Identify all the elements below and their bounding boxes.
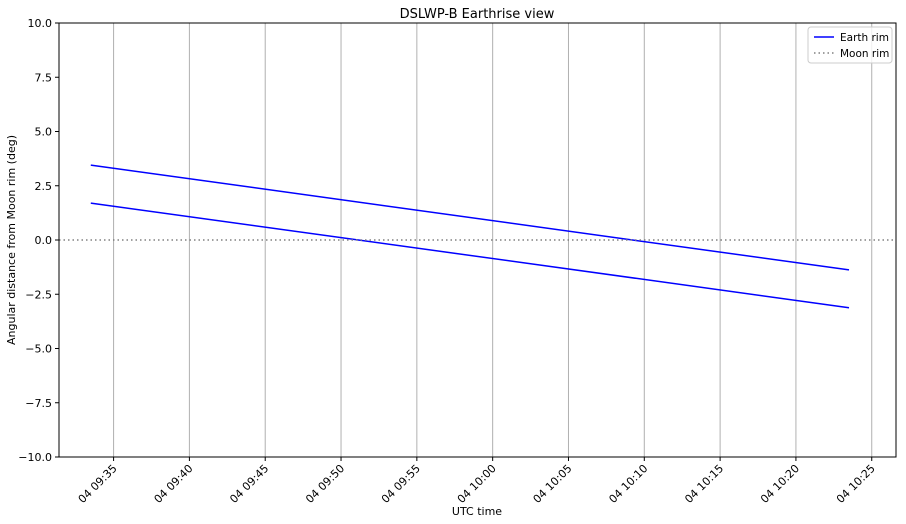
chart-title: DSLWP-B Earthrise view bbox=[400, 7, 555, 22]
legend-box bbox=[807, 26, 893, 64]
x-tick-label: 04 09:55 bbox=[379, 462, 423, 506]
legend-label: Moon rim bbox=[840, 48, 889, 60]
y-tick-label: 7.5 bbox=[35, 71, 53, 84]
x-axis-label: UTC time bbox=[452, 505, 502, 518]
y-tick-label: −2.5 bbox=[25, 288, 52, 301]
series-line-0 bbox=[90, 164, 850, 271]
x-tick-label: 04 10:20 bbox=[758, 462, 802, 506]
x-tick-label: 04 10:15 bbox=[682, 462, 726, 506]
y-tick-label: 10.0 bbox=[28, 17, 53, 30]
x-tick-label: 04 10:05 bbox=[531, 462, 575, 506]
y-tick-label: −7.5 bbox=[25, 397, 52, 410]
x-tick-label: 04 09:45 bbox=[227, 462, 271, 506]
y-tick-label: −10.0 bbox=[18, 451, 52, 464]
x-tick-label: 04 10:25 bbox=[834, 462, 878, 506]
legend: Earth rim Moon rim bbox=[807, 26, 893, 64]
legend-label: Earth rim bbox=[840, 32, 889, 44]
x-tick-label: 04 09:40 bbox=[152, 462, 196, 506]
x-tick-label: 04 10:00 bbox=[455, 462, 499, 506]
y-axis: 10.0 7.5 5.0 2.5 0.0 −2.5 −5.0 −7.5 −10.0 bbox=[18, 17, 59, 464]
y-tick-label: 0.0 bbox=[35, 234, 53, 247]
series-line-1 bbox=[90, 202, 850, 309]
x-tick-label: 04 10:10 bbox=[606, 462, 650, 506]
y-tick-label: 5.0 bbox=[35, 126, 53, 139]
grid bbox=[113, 23, 873, 457]
x-tick-label: 04 09:35 bbox=[76, 462, 120, 506]
y-tick-label: −5.0 bbox=[25, 343, 52, 356]
series-group bbox=[59, 164, 896, 309]
y-axis-label: Angular distance from Moon rim (deg) bbox=[5, 135, 18, 345]
y-tick-label: 2.5 bbox=[35, 180, 53, 193]
x-axis: 04 09:35 04 09:40 04 09:45 04 09:50 04 09:55… bbox=[76, 457, 878, 506]
x-tick-label: 04 09:50 bbox=[303, 462, 347, 506]
